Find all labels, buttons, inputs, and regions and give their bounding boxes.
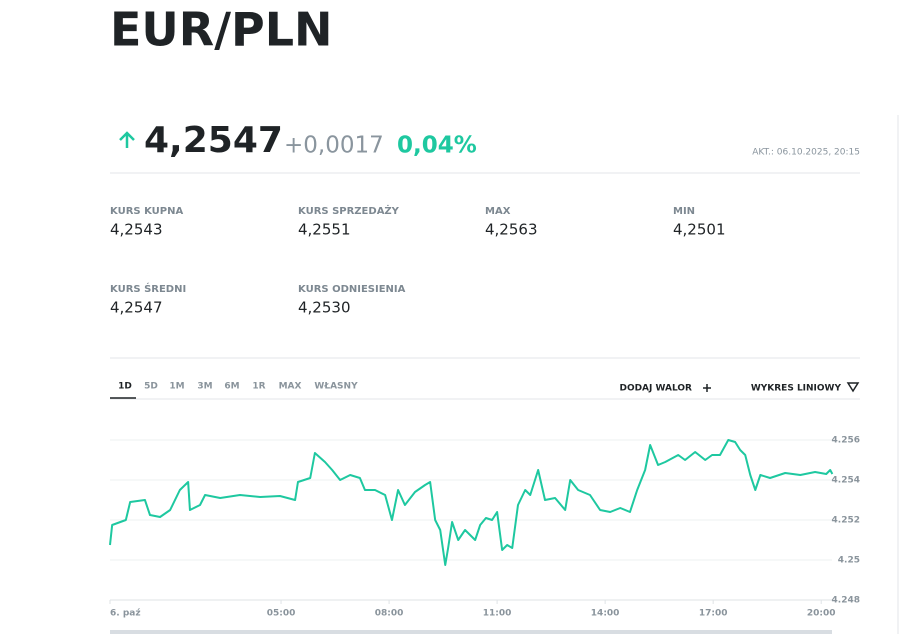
stat-label: KURS ODNIESIENIA	[298, 284, 406, 295]
x-tick-label: 14:00	[591, 609, 620, 619]
y-tick-label: 4.25	[838, 556, 860, 566]
range-tab[interactable]: 3M	[197, 382, 212, 392]
x-tick-label: 08:00	[375, 609, 404, 619]
stat-label: KURS ŚREDNI	[110, 282, 186, 295]
x-tick-label: 6. paź	[110, 609, 141, 619]
add-icon[interactable]	[703, 384, 711, 392]
y-tick-label: 4.248	[832, 596, 860, 606]
updated-time: AKT.: 06.10.2025, 20:15	[752, 148, 860, 158]
range-tab[interactable]: 1M	[169, 382, 184, 392]
stat-value: 4,2543	[110, 221, 163, 239]
range-navigator	[110, 630, 832, 634]
range-tab[interactable]: 5D	[144, 382, 158, 392]
range-tab[interactable]: MAX	[279, 382, 302, 392]
add-button[interactable]: DODAJ WALOR	[619, 384, 692, 394]
stat-value: 4,2563	[485, 221, 538, 239]
price-line	[109, 439, 834, 566]
x-tick-label: 11:00	[483, 609, 512, 619]
range-tab[interactable]: WŁASNY	[314, 382, 358, 392]
y-tick-label: 4.252	[832, 516, 860, 526]
page-title: EUR/PLN	[110, 3, 333, 57]
price-change-pct: 0,04%	[397, 133, 477, 159]
stat-label: KURS SPRZEDAŻY	[298, 203, 400, 217]
x-tick-label: 20:00	[807, 609, 836, 619]
price: 4,2547	[144, 120, 283, 161]
x-tick-label: 05:00	[267, 609, 296, 619]
y-tick-label: 4.256	[832, 436, 860, 446]
stat-value: 4,2551	[298, 221, 351, 239]
x-tick-label: 17:00	[699, 609, 728, 619]
stat-value: 4,2501	[673, 221, 726, 239]
range-tab[interactable]: 1R	[252, 382, 265, 392]
range-tab[interactable]: 1D	[118, 382, 132, 392]
price-change: +0,0017	[284, 133, 384, 159]
stat-label: MAX	[485, 206, 511, 217]
dropdown-icon[interactable]	[846, 382, 860, 393]
stat-value: 4,2530	[298, 299, 351, 317]
chart-type-button[interactable]: WYKRES LINIOWY	[751, 384, 842, 394]
up-arrow	[119, 131, 135, 148]
range-tab[interactable]: 6M	[224, 382, 239, 392]
y-tick-label: 4.254	[832, 476, 860, 486]
stat-label: KURS KUPNA	[110, 206, 183, 217]
stat-value: 4,2547	[110, 299, 163, 317]
stat-label: MIN	[673, 206, 695, 217]
